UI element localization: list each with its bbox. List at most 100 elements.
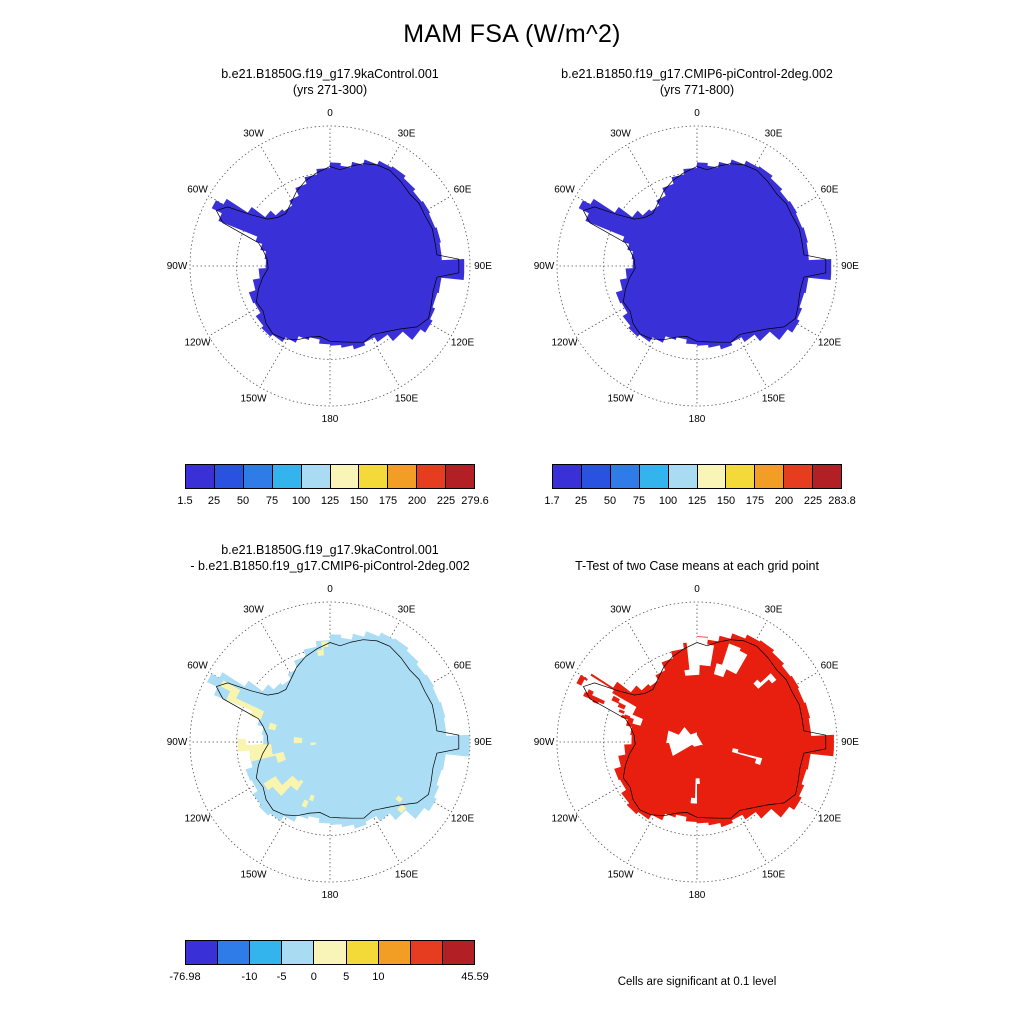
colorbar-tick-labels: 1.7 25 50 75 100 125 150 175 200 225 283.8 [544, 495, 855, 508]
colorbar-tick-label: 279.6 [461, 495, 489, 507]
colorbar-segment [314, 941, 347, 964]
colorbar-tick-label: -76.98 [169, 971, 201, 983]
panel-title-line2: (yrs 771-800) [659, 82, 735, 97]
lon-label: 60W [187, 185, 208, 196]
non-significant-gap [579, 675, 643, 726]
meridian-line [626, 265, 698, 388]
coastline [582, 639, 827, 819]
colorbar-segment [446, 465, 475, 488]
colorbar-segment [186, 465, 215, 488]
continent-fill [578, 159, 832, 350]
meridian-line [626, 620, 698, 743]
lon-label: 30W [243, 129, 264, 140]
colorbar-segment [784, 465, 814, 488]
map-boundary-circle [189, 125, 471, 407]
positive-diff-patch [395, 795, 407, 814]
colorbar-segment [359, 465, 389, 488]
panel-case2: b.e21.B1850.f19_g17.CMIP6-piControl-2deg… [487, 64, 907, 508]
colorbar-segment [250, 941, 283, 964]
colorbar-segment [186, 941, 219, 964]
lon-label: 90W [534, 261, 555, 272]
lon-label: 90E [474, 737, 492, 748]
meridian-line [696, 265, 819, 337]
colorbar-tick-labels: 1.5 25 50 75 100 125 150 175 200 225 279.6 [177, 495, 488, 508]
lon-label: 120E [451, 814, 475, 825]
map-boundary-circle [556, 601, 838, 883]
positive-diff-patch [220, 680, 277, 731]
lon-label: 30E [398, 129, 416, 140]
meridian-line [208, 265, 331, 337]
colorbar-tick-label: 225 [436, 495, 456, 507]
colorbar-tick-label: 200 [407, 495, 427, 507]
colorbar-tick-label: 50 [236, 495, 250, 507]
lon-label: 30E [765, 605, 783, 616]
lon-label: 90E [841, 261, 859, 272]
panel-case2-title: b.e21.B1850.f19_g17.CMIP6-piControl-2deg… [487, 64, 907, 98]
lon-label: 90E [841, 737, 859, 748]
panel-title-line1: b.e21.B1850G.f19_g17.9kaControl.001 [221, 66, 439, 81]
meridian-line [259, 741, 331, 864]
colorbar-segment [668, 465, 698, 488]
lon-label: 120E [451, 338, 475, 349]
coastline [215, 639, 460, 819]
colorbar-tick-label: 1.5 [177, 495, 193, 507]
meridian-line [696, 265, 768, 388]
lon-label: 120E [818, 814, 842, 825]
meridian-line [696, 144, 768, 267]
colorbar-tick-label: 150 [716, 495, 736, 507]
lon-label: 120W [551, 814, 578, 825]
colorbar-segment [442, 941, 474, 964]
significant-cell-speck [611, 695, 626, 710]
colorbar-case1: 1.5 25 50 75 100 125 150 175 200 225 279.6 [177, 464, 489, 508]
colorbar-tick-label: 125 [687, 495, 707, 507]
colorbar-difference: -76.98 -10 -5 0 5 10 45.59 [169, 940, 489, 984]
figure-title: MAM FSA (W/m^2) [403, 20, 621, 48]
colorbar-tick-label: -10 [241, 971, 258, 983]
lon-label: 60E [821, 185, 839, 196]
colorbar-tick-label: 1.7 [544, 495, 560, 507]
lon-label: 120W [551, 338, 578, 349]
meridian-line [575, 265, 698, 337]
colorbar-tick-label: 25 [207, 495, 221, 507]
panel-case1: b.e21.B1850G.f19_g17.9kaControl.001 (yrs… [120, 64, 540, 508]
panel-difference-title: b.e21.B1850G.f19_g17.9kaControl.001 - b.… [120, 540, 540, 574]
colorbar-segments [552, 464, 842, 489]
colorbar-tick-label: 10 [372, 971, 385, 983]
lon-label: 60E [454, 661, 472, 672]
lon-label: 90W [167, 737, 188, 748]
colorbar-segment [553, 465, 582, 488]
non-significant-gap [684, 637, 714, 676]
colorbar-segment [218, 941, 251, 964]
lon-label: 60W [554, 661, 575, 672]
meridian-line [208, 741, 331, 813]
colorbar-tick-label: 0 [310, 971, 317, 983]
meridian-line [259, 620, 331, 743]
colorbar-tick-labels: -76.98 -10 -5 0 5 10 45.59 [169, 971, 488, 984]
colorbar-tick-label: 50 [603, 495, 617, 507]
panel-title-line1: T-Test of two Case means at each grid po… [575, 558, 819, 573]
lon-label: 60E [821, 661, 839, 672]
colorbar-segment [417, 465, 447, 488]
colorbar-segment [282, 941, 315, 964]
panel-title-line2: - b.e21.B1850.f19_g17.CMIP6-piControl-2d… [190, 558, 470, 573]
lon-label: 120E [818, 338, 842, 349]
colorbar-segment [243, 465, 273, 488]
positive-diff-patch [237, 738, 286, 763]
colorbar-segment [697, 465, 727, 488]
colorbar-tick-label: 75 [265, 495, 279, 507]
colorbar-segment [755, 465, 785, 488]
panel-ttest-title: T-Test of two Case means at each grid po… [487, 540, 907, 574]
lon-label: 180 [322, 890, 339, 901]
lon-label: 30E [398, 605, 416, 616]
colorbar-segment [639, 465, 669, 488]
lon-label: 0 [694, 584, 700, 595]
non-significant-gap [690, 778, 700, 804]
colorbar-tick-label: 125 [320, 495, 340, 507]
meridian-line [259, 265, 331, 388]
panel-title-line1: b.e21.B1850G.f19_g17.9kaControl.001 [221, 542, 439, 557]
colorbar-segment [301, 465, 331, 488]
colorbar-tick-label: 25 [574, 495, 588, 507]
lon-label: 150E [762, 870, 786, 881]
meridian-line [329, 265, 401, 388]
